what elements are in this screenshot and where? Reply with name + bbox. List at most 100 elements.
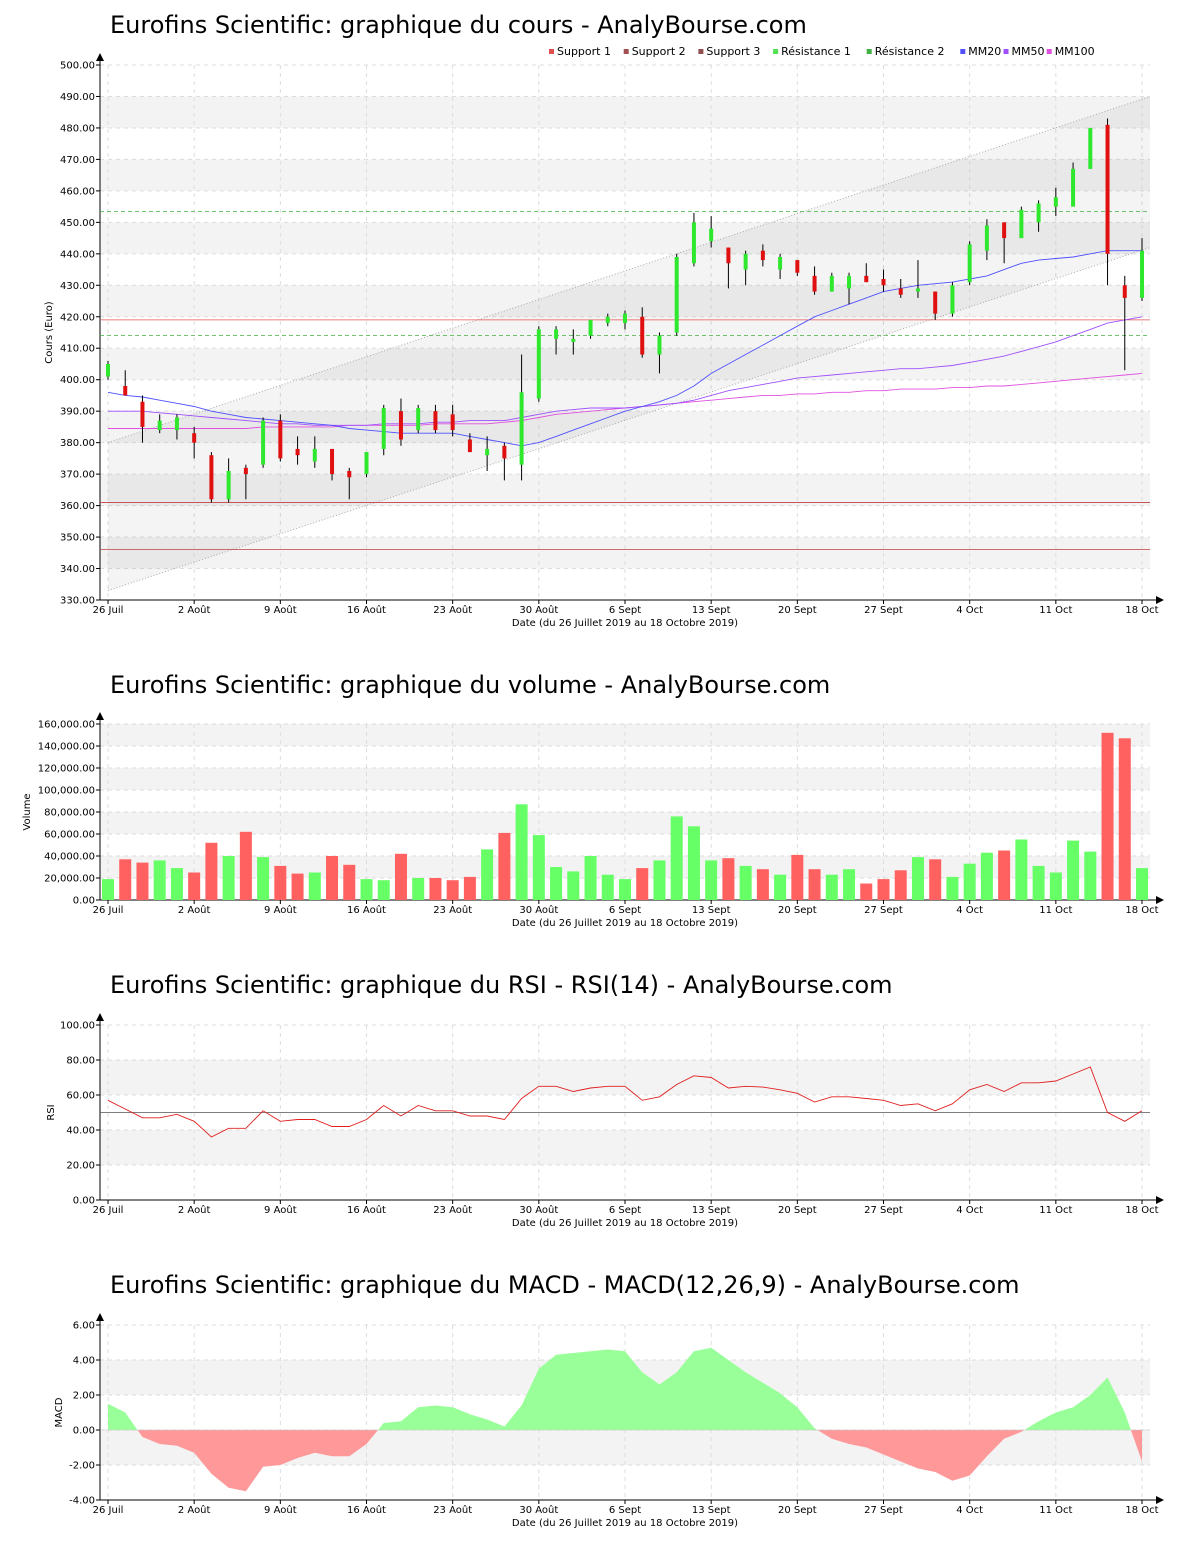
x-tick-label: 16 Août bbox=[347, 1204, 386, 1216]
chart-title: Eurofins Scientific: graphique du RSI - … bbox=[110, 971, 893, 999]
candle-body bbox=[691, 222, 696, 264]
x-tick-label: 23 Août bbox=[433, 904, 472, 916]
candle-body bbox=[450, 414, 455, 431]
macd-area-negative bbox=[137, 1430, 378, 1492]
x-tick-label: 2 Août bbox=[178, 604, 211, 616]
candle-body bbox=[760, 250, 765, 261]
x-axis-label: Date (du 26 Juillet 2019 au 18 Octobre 2… bbox=[512, 1518, 738, 1529]
volume-bar bbox=[343, 864, 356, 900]
candle-body bbox=[1019, 209, 1024, 239]
y-tick-label: 480.00 bbox=[60, 123, 95, 134]
candle-body bbox=[623, 313, 627, 324]
volume-bar bbox=[894, 870, 907, 900]
candle-body bbox=[726, 247, 731, 264]
candle-body bbox=[243, 467, 248, 475]
volume-bar bbox=[498, 832, 511, 900]
candle bbox=[261, 417, 266, 468]
candle-body bbox=[398, 411, 403, 440]
volume-bar bbox=[774, 874, 787, 900]
x-tick-label: 23 Août bbox=[433, 604, 472, 616]
volume-bar bbox=[791, 854, 804, 900]
volume-bar bbox=[153, 860, 166, 900]
y-tick-label: 370.00 bbox=[60, 470, 95, 481]
legend-entry: Support 1 bbox=[557, 45, 611, 58]
candle bbox=[1002, 222, 1007, 264]
candle bbox=[1105, 118, 1110, 286]
x-tick-label: 13 Sept bbox=[692, 1205, 731, 1216]
candle bbox=[898, 279, 903, 298]
candle-body bbox=[226, 470, 231, 500]
chart-title: Eurofins Scientific: graphique du MACD -… bbox=[110, 1271, 1020, 1299]
candle-body bbox=[433, 411, 438, 431]
volume-bar bbox=[860, 883, 873, 900]
candle-body bbox=[192, 433, 197, 443]
x-axis-arrow bbox=[1156, 896, 1164, 904]
y-tick-label: 460.00 bbox=[60, 186, 95, 197]
y-tick-label: 40,000.00 bbox=[44, 852, 95, 863]
candle bbox=[278, 414, 283, 462]
x-axis-arrow bbox=[1156, 1196, 1164, 1204]
x-axis-arrow bbox=[1156, 1496, 1164, 1504]
volume-bar bbox=[843, 869, 856, 900]
candle bbox=[605, 313, 610, 327]
y-tick-label: 390.00 bbox=[60, 407, 95, 418]
volume-bar bbox=[722, 858, 735, 900]
x-axis-arrow bbox=[1156, 596, 1164, 604]
candle bbox=[398, 398, 403, 446]
x-tick-label: 26 Juil bbox=[93, 905, 124, 916]
candle-body bbox=[157, 420, 162, 431]
y-tick-label: 100.00 bbox=[60, 1021, 95, 1032]
x-tick-label: 2 Août bbox=[178, 904, 211, 916]
x-tick-label: 13 Sept bbox=[692, 605, 731, 616]
candle-body bbox=[519, 392, 524, 465]
candle bbox=[330, 448, 335, 481]
y-axis-label: Volume bbox=[22, 793, 33, 830]
y-tick-label: 60,000.00 bbox=[44, 830, 95, 841]
y-tick-label: 100,000.00 bbox=[38, 786, 95, 797]
volume-chart: Eurofins Scientific: graphique du volume… bbox=[22, 671, 1164, 929]
candle-body bbox=[312, 448, 317, 462]
volume-bar bbox=[360, 879, 373, 900]
y-tick-label: 380.00 bbox=[60, 438, 95, 449]
x-tick-label: 11 Oct bbox=[1039, 1505, 1072, 1516]
volume-bar bbox=[257, 857, 270, 900]
candle bbox=[106, 360, 110, 380]
volume-bar bbox=[463, 876, 476, 900]
y-axis-arrow bbox=[96, 53, 104, 61]
y-tick-label: 80,000.00 bbox=[44, 808, 95, 819]
candle-body bbox=[847, 275, 852, 289]
candle bbox=[778, 253, 783, 279]
candle bbox=[1053, 187, 1058, 217]
y-axis-arrow bbox=[96, 712, 104, 720]
x-axis-label: Date (du 26 Juillet 2019 au 18 Octobre 2… bbox=[512, 1218, 738, 1229]
y-axis-label: RSI bbox=[46, 1104, 57, 1120]
x-tick-label: 26 Juil bbox=[93, 1205, 124, 1216]
candle bbox=[1088, 127, 1093, 169]
candle bbox=[691, 212, 696, 267]
candle-body bbox=[933, 291, 938, 314]
candle bbox=[295, 436, 300, 465]
candle bbox=[726, 247, 731, 289]
macd-chart: Eurofins Scientific: graphique du MACD -… bbox=[54, 1271, 1164, 1529]
x-tick-label: 26 Juil bbox=[93, 1505, 124, 1516]
volume-bar bbox=[326, 856, 339, 900]
volume-bar bbox=[1084, 851, 1097, 900]
volume-bar bbox=[1118, 738, 1131, 900]
volume-bar bbox=[1101, 732, 1114, 900]
candle-body bbox=[209, 455, 214, 500]
candle-body bbox=[174, 417, 179, 431]
x-tick-label: 20 Sept bbox=[778, 1205, 817, 1216]
candle-body bbox=[709, 228, 714, 242]
candle bbox=[829, 272, 834, 292]
candle bbox=[933, 291, 938, 320]
x-tick-label: 6 Sept bbox=[609, 905, 641, 916]
candle bbox=[950, 282, 955, 317]
candle-body bbox=[364, 452, 369, 475]
candle-body bbox=[588, 319, 593, 336]
legend-swatch bbox=[623, 49, 629, 54]
candle bbox=[657, 332, 662, 374]
legend-swatch bbox=[1003, 49, 1009, 54]
legend-swatch bbox=[698, 49, 704, 54]
volume-bar bbox=[584, 856, 597, 900]
